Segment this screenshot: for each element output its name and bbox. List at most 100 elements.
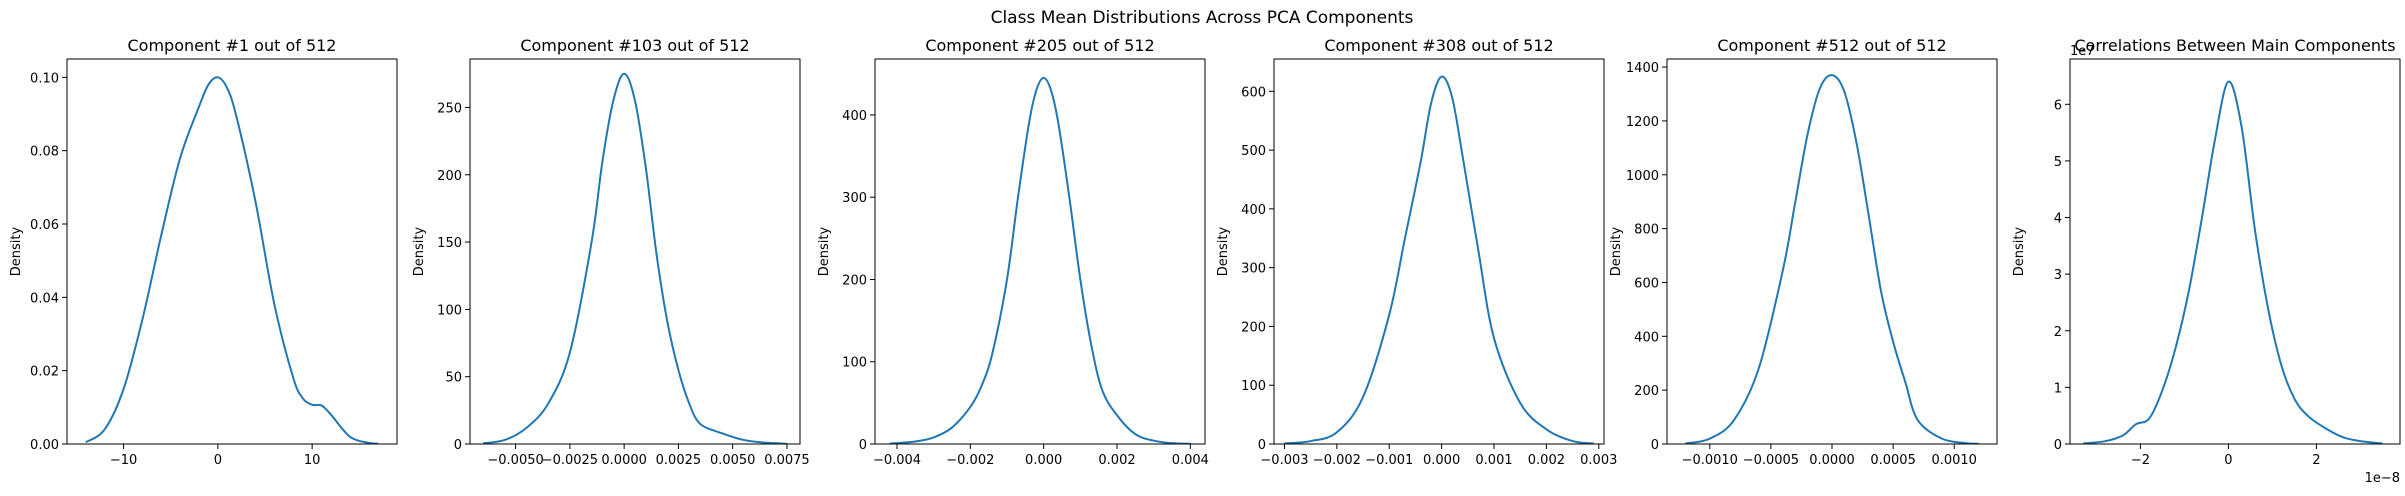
y-tick-label: 0.04	[30, 291, 59, 306]
x-tick-label: −0.001	[1365, 453, 1413, 468]
x-tick-label: 0.000	[1025, 453, 1062, 468]
y-tick-label: 3	[2054, 268, 2062, 283]
figure-suptitle: Class Mean Distributions Across PCA Comp…	[991, 8, 1414, 28]
y-axis-label: Density	[1216, 226, 1231, 276]
density-curve	[2083, 80, 2383, 444]
x-tick-label: 0.0000	[601, 453, 647, 468]
y-tick-label: 0.10	[30, 71, 59, 86]
y-tick-label: 300	[842, 191, 867, 206]
y-tick-label: 100	[842, 356, 867, 371]
x-tick-label: 0.0050	[710, 453, 756, 468]
y-tick-label: 200	[842, 273, 867, 288]
axes-frame	[1273, 58, 1605, 445]
x-tick-label: −2	[2131, 453, 2150, 468]
chart-panels: −10 0 100.000.020.040.060.080.10Component …	[9, 36, 2401, 486]
y-tick-label: 100	[437, 303, 462, 318]
chart-panel-4: −0.003 −0.002 −0.001 0.000 0.001 0.002 0.003 0 1…	[1216, 36, 1617, 468]
subplot-title: Component #308 out of 512	[1324, 36, 1553, 55]
axes-frame	[66, 58, 398, 445]
density-curve	[85, 76, 379, 444]
x-tick-label: 0.002	[1528, 453, 1565, 468]
y-tick-label: 200	[1634, 384, 1659, 399]
y-tick-label: 2	[2054, 325, 2062, 340]
chart-panel-6: −2 0 2 0 1 2 3 4 5 6 Correlations Between Main Com…	[2012, 36, 2401, 486]
density-curve	[482, 72, 788, 444]
y-tick-label: 300	[1241, 262, 1266, 277]
chart-panel-5: −0.0010 −0.0005 0.0000 0.0005 0.0010 0 200 400 6…	[1609, 36, 1998, 468]
y-tick-label: 800	[1634, 223, 1659, 238]
subplot-title: Component #205 out of 512	[925, 36, 1154, 55]
y-tick-label: 0	[1651, 438, 1659, 453]
y-tick-label: 400	[1241, 203, 1266, 218]
y-axis-label: Density	[2012, 226, 2027, 276]
subplot-title: Component #512 out of 512	[1717, 36, 1946, 55]
y-offset-label: 1e7	[2070, 44, 2095, 59]
y-tick-label: 0	[454, 438, 462, 453]
y-tick-label: 400	[1634, 330, 1659, 345]
x-tick-label: −0.0005	[1743, 453, 1799, 468]
y-axis-label: Density	[1609, 226, 1624, 276]
y-tick-label: 0	[859, 438, 867, 453]
x-tick-label: 0.004	[1172, 453, 1209, 468]
y-tick-label: 0.06	[30, 218, 59, 233]
x-tick-label: 0.003	[1580, 453, 1617, 468]
x-tick-label: 0.001	[1475, 453, 1512, 468]
y-tick-label: 0	[1258, 438, 1266, 453]
x-tick-label: −0.003	[1260, 453, 1308, 468]
x-tick-label: 0	[2224, 453, 2232, 468]
y-axis-label: Density	[412, 226, 427, 276]
y-axis-label: Density	[9, 226, 24, 276]
y-tick-label: 0.08	[30, 145, 59, 160]
x-tick-label: 0	[214, 453, 222, 468]
x-tick-label: 2	[2312, 453, 2320, 468]
chart-panel-3: −0.004 −0.002 0.000 0.002 0.004 0 100 200 300 400…	[817, 36, 1209, 468]
y-tick-label: 150	[437, 236, 462, 251]
x-tick-label: −0.0050	[487, 453, 543, 468]
density-curve	[1284, 75, 1594, 444]
y-tick-label: 200	[1241, 320, 1266, 335]
x-tick-label: −0.002	[946, 453, 994, 468]
y-tick-label: 100	[1241, 379, 1266, 394]
y-tick-label: 1400	[1626, 61, 1659, 76]
y-axis-label: Density	[817, 226, 832, 276]
axes-frame	[2069, 58, 2401, 445]
y-tick-label: 0.00	[30, 438, 59, 453]
x-tick-label: 0.0005	[1870, 453, 1916, 468]
y-tick-label: 6	[2054, 98, 2062, 113]
y-tick-label: 250	[437, 101, 462, 116]
y-tick-label: 50	[445, 371, 462, 386]
x-tick-label: −0.0010	[1682, 453, 1738, 468]
y-tick-label: 4	[2054, 212, 2062, 227]
x-tick-label: −10	[110, 453, 137, 468]
y-tick-label: 5	[2054, 155, 2062, 170]
y-tick-label: 400	[842, 109, 867, 124]
axes-frame	[469, 58, 801, 445]
x-tick-label: −0.002	[1313, 453, 1361, 468]
x-tick-label: 10	[304, 453, 321, 468]
y-tick-label: 1200	[1626, 115, 1659, 130]
x-tick-label: 0.0075	[764, 453, 810, 468]
x-tick-label: 0.0010	[1931, 453, 1977, 468]
subplot-title: Component #1 out of 512	[128, 36, 337, 55]
y-tick-label: 200	[437, 169, 462, 184]
y-tick-label: 0	[2054, 438, 2062, 453]
axes-frame	[874, 58, 1206, 445]
chart-panel-1: −10 0 10 0.00 0.02 0.04 0.06 0.08 0.10 Component …	[9, 36, 398, 468]
y-tick-label: 1000	[1626, 169, 1659, 184]
x-tick-label: 0.000	[1423, 453, 1460, 468]
x-offset-label: 1e−8	[2365, 471, 2400, 486]
density-curve	[889, 76, 1191, 444]
x-tick-label: 0.002	[1098, 453, 1135, 468]
y-tick-label: 600	[1241, 85, 1266, 100]
chart-panel-2: −0.0050−0.0025 0.0000 0.0025 0.0050 0.0075 0 5…	[412, 36, 810, 468]
x-tick-label: −0.004	[873, 453, 921, 468]
y-tick-label: 600	[1634, 276, 1659, 291]
subplot-title: Correlations Between Main Components	[2074, 36, 2395, 55]
x-tick-label: 0.0000	[1809, 453, 1855, 468]
subplot-title: Component #103 out of 512	[520, 36, 749, 55]
y-tick-label: 500	[1241, 144, 1266, 159]
x-tick-label: −0.0025	[542, 453, 598, 468]
y-tick-label: 1	[2054, 381, 2062, 396]
y-tick-label: 0.02	[30, 365, 59, 380]
